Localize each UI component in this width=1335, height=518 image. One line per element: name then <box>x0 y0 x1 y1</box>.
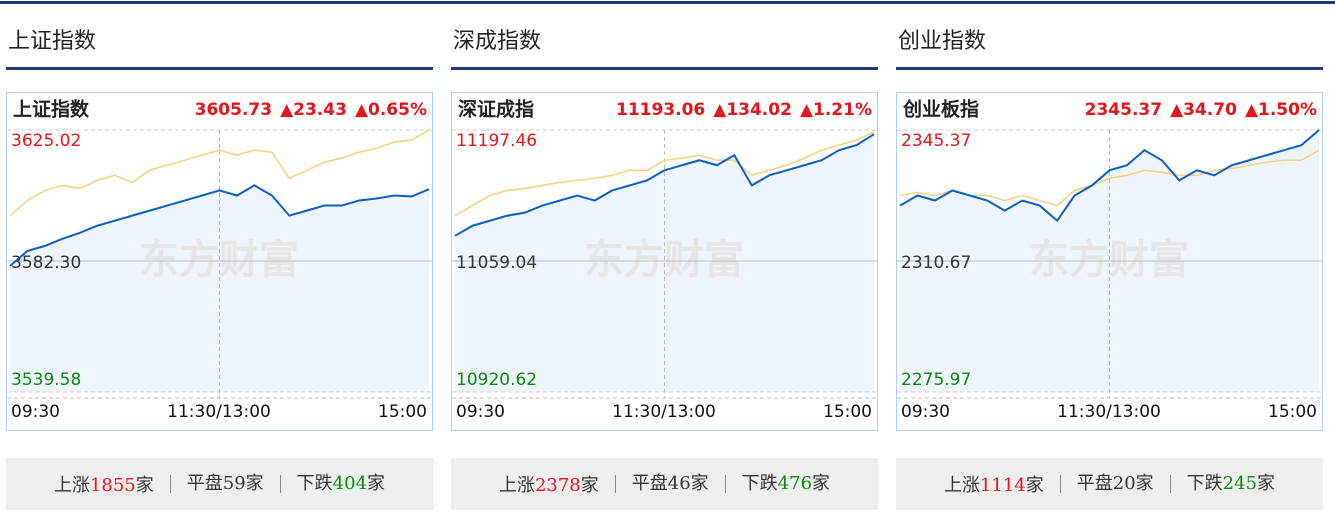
quote: 11193.06 ▲134.02 ▲1.21% <box>616 100 872 120</box>
y-tick-label: 2310.67 <box>901 253 971 273</box>
chart-header <box>452 93 877 126</box>
series-line <box>899 129 1320 223</box>
stat-label: 平盘 <box>631 473 668 494</box>
stat-count: 59 <box>222 473 246 494</box>
stats-bar: 上涨2378家 平盘46家 下跌476家 <box>451 458 878 510</box>
stat-label: 平盘 <box>186 473 223 494</box>
stat-label: 上涨 <box>498 475 535 496</box>
title-rule <box>6 67 433 70</box>
x-tick-label: 09:30 <box>456 402 505 422</box>
stat-count: 245 <box>1222 473 1258 494</box>
x-tick-label: 11:30/13:00 <box>1057 402 1161 422</box>
stat-unit: 家 <box>1257 473 1276 494</box>
stat-count: 2378 <box>534 475 581 496</box>
series-line <box>454 131 875 217</box>
x-tick-label: 11:30/13:00 <box>167 402 271 422</box>
quote-change: ▲23.43 <box>280 100 347 120</box>
y-tick-label: 3539.58 <box>11 370 81 390</box>
quote-change: ▲134.02 <box>713 100 792 120</box>
chart-header <box>7 93 432 126</box>
x-tick-label: 11:30/13:00 <box>612 402 716 422</box>
panel-title: 创业指数 <box>898 29 986 54</box>
stat-label: 上涨 <box>943 475 980 496</box>
y-tick-label: 3582.30 <box>11 253 81 273</box>
quote-change: ▲34.70 <box>1170 100 1237 120</box>
x-tick-label: 09:30 <box>901 402 950 422</box>
stat-unit: 家 <box>245 473 264 494</box>
stat-group: 上涨1114家 <box>928 471 1060 497</box>
x-tick-label: 15:00 <box>1268 402 1317 422</box>
series-line <box>454 133 875 237</box>
stat-unit: 家 <box>1025 475 1044 496</box>
quote-pct: ▲1.21% <box>800 100 872 120</box>
stat-count: 1114 <box>979 475 1026 496</box>
stat-unit: 家 <box>690 473 709 494</box>
quote: 2345.37 ▲34.70 ▲1.50% <box>1085 100 1317 120</box>
top-rule <box>0 1 1335 4</box>
quote-pct: ▲0.65% <box>355 100 427 120</box>
stat-label: 平盘 <box>1076 473 1113 494</box>
stat-unit: 家 <box>1135 473 1154 494</box>
stat-unit: 家 <box>580 475 599 496</box>
y-tick-label: 10920.62 <box>456 370 537 390</box>
stats-bar: 上涨1114家 平盘20家 下跌245家 <box>896 458 1323 510</box>
x-tick-label: 09:30 <box>11 402 60 422</box>
y-tick-label: 2345.37 <box>901 131 971 151</box>
series-line <box>9 129 430 217</box>
quote: 3605.73 ▲23.43 ▲0.65% <box>195 100 427 120</box>
stat-group: 平盘20家 <box>1059 473 1170 494</box>
stat-count: 46 <box>667 473 691 494</box>
stat-label: 上涨 <box>53 475 90 496</box>
stat-count: 404 <box>332 473 368 494</box>
quote-pct: ▲1.50% <box>1245 100 1317 120</box>
stat-unit: 家 <box>367 473 386 494</box>
area-fill <box>10 185 429 392</box>
y-tick-label: 3625.02 <box>11 131 81 151</box>
y-tick-label: 11059.04 <box>456 253 537 273</box>
stat-group: 上涨2378家 <box>483 471 615 497</box>
stat-unit: 家 <box>135 475 154 496</box>
stat-label: 下跌 <box>1186 473 1223 494</box>
chart-header <box>897 93 1322 126</box>
stat-count: 20 <box>1112 473 1136 494</box>
stat-count: 1855 <box>89 475 136 496</box>
title-rule <box>451 67 878 70</box>
x-tick-label: 15:00 <box>823 402 872 422</box>
quote-price: 2345.37 <box>1085 100 1162 120</box>
index-name: 上证指数 <box>13 98 90 121</box>
quote-price: 3605.73 <box>195 100 272 120</box>
panel-title: 上证指数 <box>8 29 96 54</box>
quote-price: 11193.06 <box>616 100 705 120</box>
stat-group: 下跌404家 <box>279 473 401 494</box>
stat-label: 下跌 <box>741 473 778 494</box>
stats-bar: 上涨1855家 平盘59家 下跌404家 <box>6 458 433 510</box>
title-rule <box>896 67 1323 70</box>
stat-group: 下跌476家 <box>724 473 846 494</box>
stat-group: 平盘46家 <box>614 473 725 494</box>
y-tick-label: 2275.97 <box>901 370 971 390</box>
stat-count: 476 <box>777 473 813 494</box>
panel-title: 深成指数 <box>453 29 541 54</box>
x-tick-label: 15:00 <box>378 402 427 422</box>
stat-group: 下跌245家 <box>1169 473 1291 494</box>
stat-label: 下跌 <box>296 473 333 494</box>
stat-group: 平盘59家 <box>169 473 280 494</box>
stat-group: 上涨1855家 <box>38 471 170 497</box>
series-line <box>9 184 430 267</box>
stat-unit: 家 <box>812 473 831 494</box>
y-tick-label: 11197.46 <box>456 131 537 151</box>
index-name: 创业板指 <box>902 98 979 121</box>
index-name: 深证成指 <box>458 98 534 121</box>
